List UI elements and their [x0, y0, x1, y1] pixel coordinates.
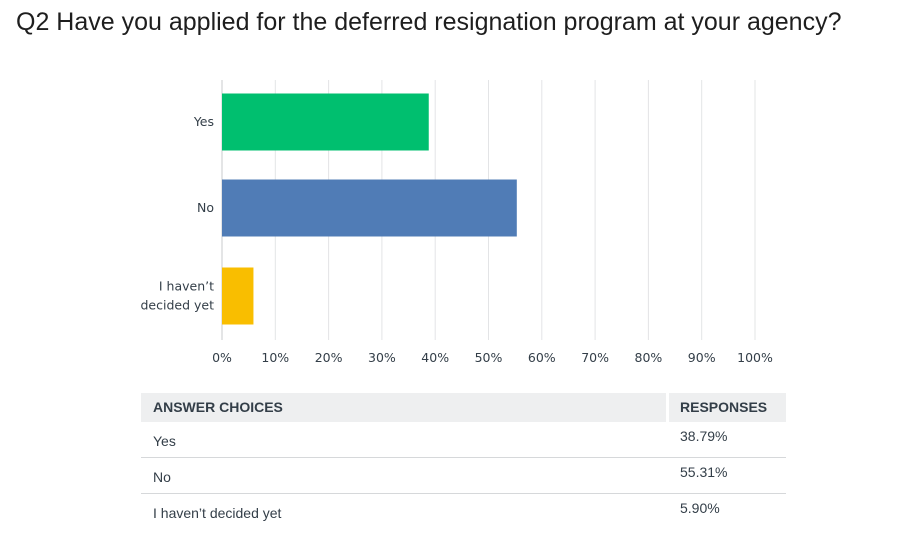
- row-response-yes: 38.79%: [680, 428, 728, 444]
- category-label: decided yet: [141, 298, 215, 313]
- responses-table: ANSWER CHOICES RESPONSES Yes 38.79% No 5…: [141, 393, 786, 529]
- table-header: ANSWER CHOICES RESPONSES: [141, 393, 786, 422]
- table-row: I haven’t decided yet 5.90%: [141, 494, 786, 529]
- x-tick-label: 90%: [688, 350, 716, 365]
- header-responses: RESPONSES: [669, 393, 786, 422]
- x-tick-label: 40%: [421, 350, 449, 365]
- category-label: Yes: [193, 114, 214, 129]
- x-tick-label: 70%: [581, 350, 609, 365]
- category-label: No: [197, 200, 214, 215]
- row-choice-yes: Yes: [153, 433, 176, 449]
- row-choice-no: No: [153, 469, 171, 485]
- bar: [222, 179, 517, 237]
- x-tick-label: 60%: [528, 350, 556, 365]
- x-tick-label: 10%: [261, 350, 289, 365]
- x-tick-label: 80%: [635, 350, 663, 365]
- bar-chart: 0% 10% 20% 30% 40% 50% 60% 70% 80% 90% 100% Yes No I …: [141, 80, 773, 365]
- bar: [222, 93, 429, 151]
- table-row: Yes 38.79%: [141, 422, 786, 458]
- x-tick-label: 50%: [475, 350, 503, 365]
- bar: [222, 267, 254, 325]
- row-response-undecided: 5.90%: [680, 500, 720, 516]
- header-answer-choices: ANSWER CHOICES: [141, 393, 666, 422]
- x-tick-label: 30%: [368, 350, 396, 365]
- x-tick-label: 0%: [212, 350, 232, 365]
- chart-title: Q2 Have you applied for the deferred res…: [16, 8, 842, 36]
- x-tick-label: 100%: [737, 350, 773, 365]
- category-label: I haven’t: [159, 279, 214, 294]
- table-row: No 55.31%: [141, 458, 786, 494]
- x-tick-label: 20%: [315, 350, 343, 365]
- row-response-no: 55.31%: [680, 464, 728, 480]
- row-choice-undecided: I haven’t decided yet: [153, 505, 282, 521]
